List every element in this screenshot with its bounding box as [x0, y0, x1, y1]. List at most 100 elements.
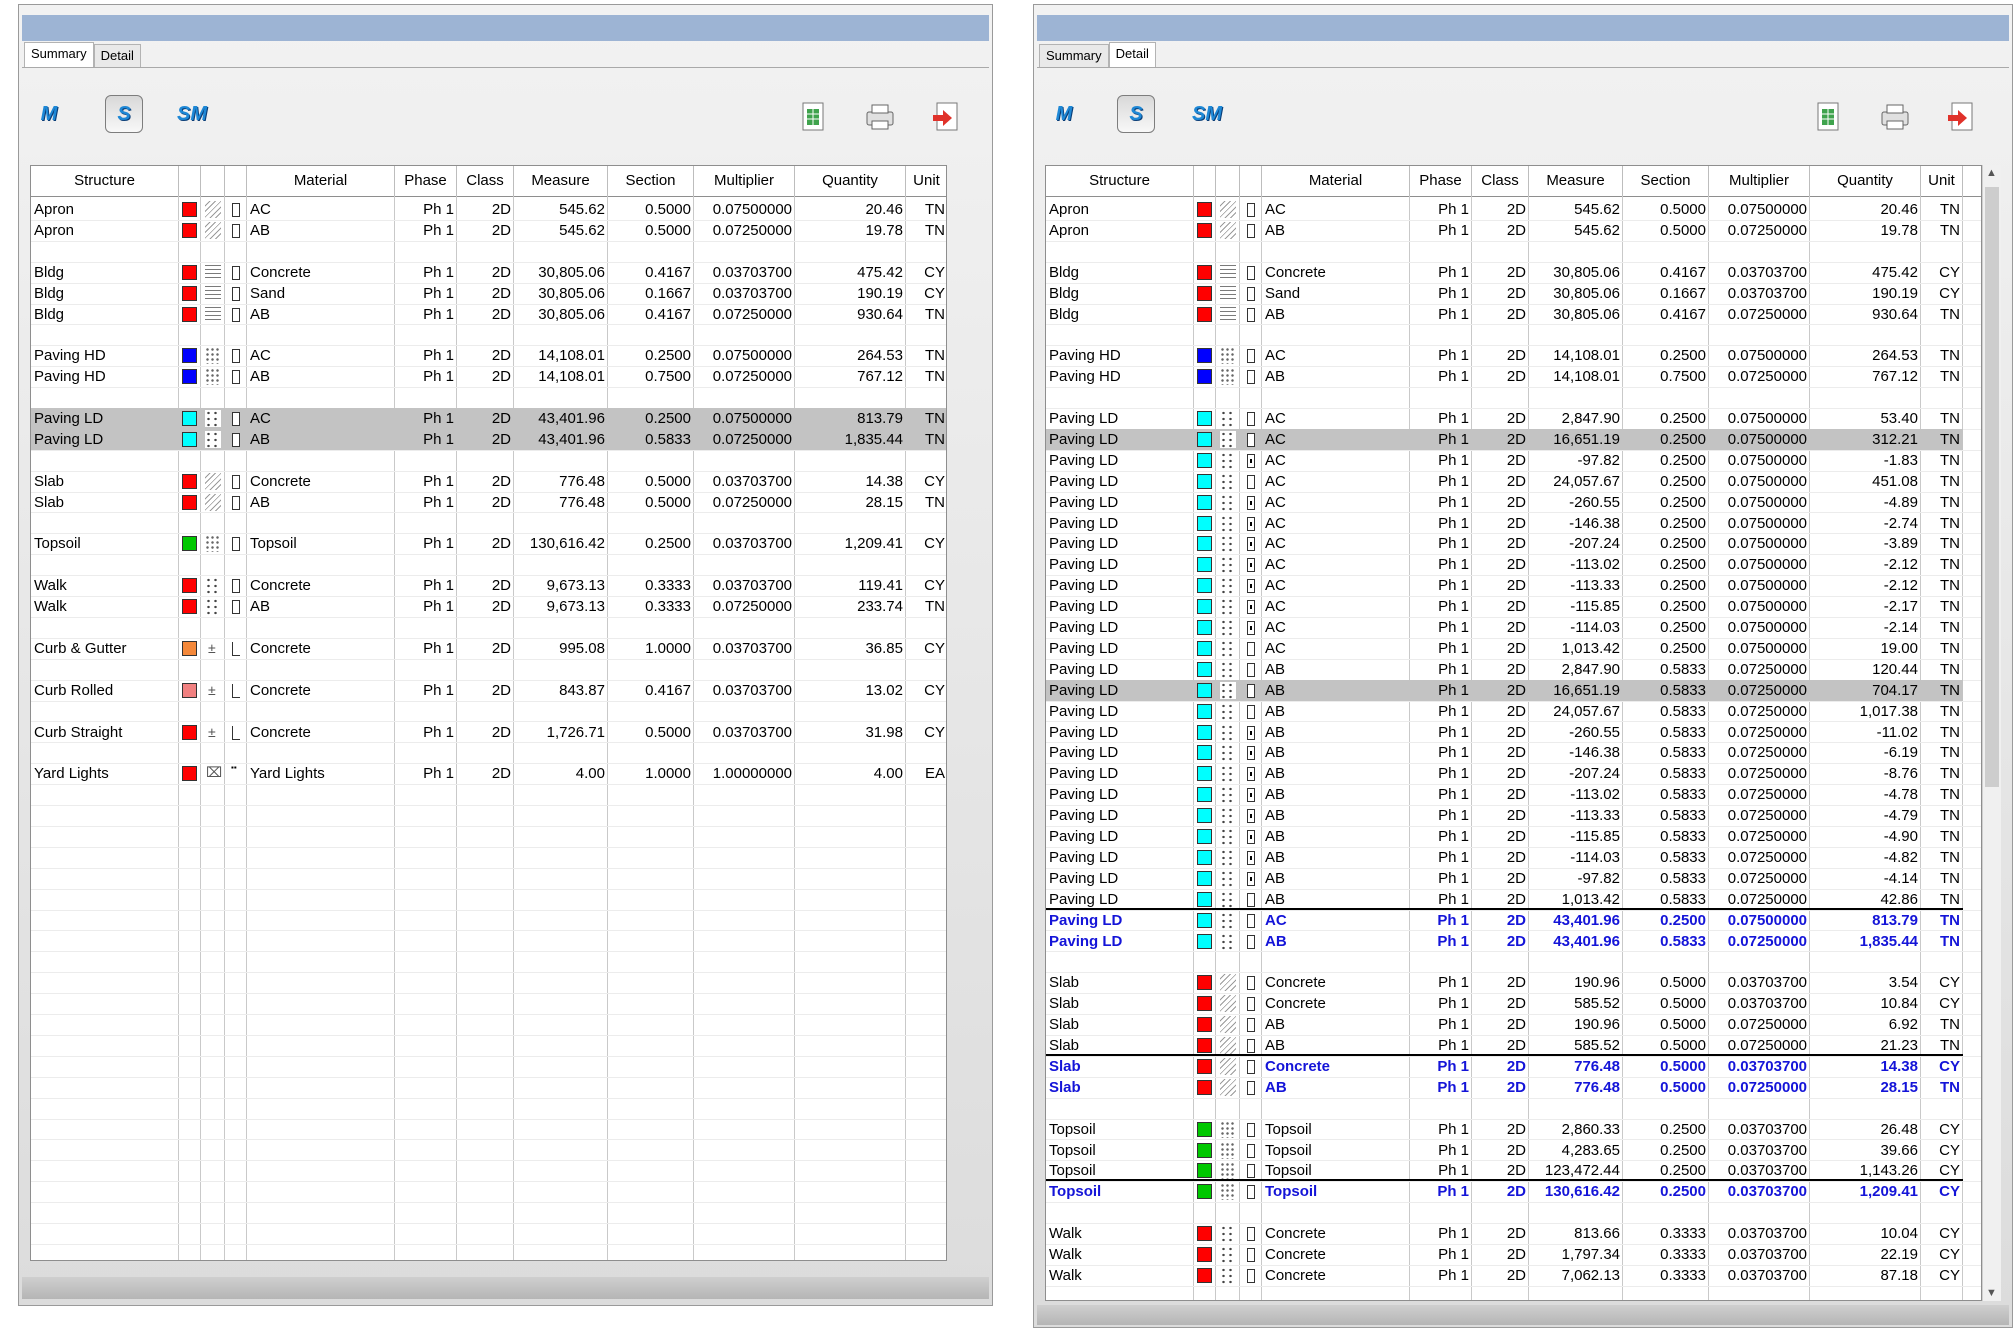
column-header-class[interactable]: Class — [1472, 166, 1529, 196]
table-row[interactable]: Bldg Sand Ph 1 2D 30,805.06 0.1667 0.03703700 1… — [31, 283, 946, 304]
table-row[interactable]: Walk Concrete Ph 1 2D 7,062.13 0.3333 0.037037… — [1046, 1265, 1963, 1286]
table-row[interactable]: Paving LD AC Ph 1 2D 24,057.67 0.2500 0.075000… — [1046, 471, 1963, 492]
column-header-quantity[interactable]: Quantity — [795, 166, 906, 196]
column-header-pattern[interactable] — [1216, 166, 1240, 196]
table-row[interactable]: Walk Concrete Ph 1 2D 1,797.34 0.3333 0.037037… — [1046, 1244, 1963, 1265]
summary-row[interactable]: Slab AB Ph 1 2D 776.48 0.5000 0.07250000 28.15 T… — [1046, 1077, 1963, 1098]
table-row[interactable]: Bldg Sand Ph 1 2D 30,805.06 0.1667 0.03703700 1… — [1046, 283, 1963, 304]
table-row[interactable]: Paving LD AB Ph 1 2D -113.02 0.5833 0.07250000… — [1046, 784, 1963, 805]
export-icon[interactable] — [1942, 98, 1980, 136]
column-header-structure[interactable]: Structure — [1046, 166, 1194, 196]
table-row[interactable]: Bldg AB Ph 1 2D 30,805.06 0.4167 0.07250000 930… — [31, 304, 946, 325]
column-header-material[interactable]: Material — [1262, 166, 1410, 196]
s-icon[interactable]: S — [1117, 95, 1155, 133]
table-row[interactable]: Paving LD AB Ph 1 2D -260.55 0.5833 0.07250000… — [1046, 722, 1963, 743]
table-row[interactable]: Slab Concrete Ph 1 2D 776.48 0.5000 0.03703700… — [31, 471, 946, 492]
print-icon[interactable] — [861, 98, 899, 136]
table-row[interactable]: Paving LD AC Ph 1 2D 16,651.19 0.2500 0.075000… — [1046, 428, 1963, 450]
table-row[interactable]: Paving LD AC Ph 1 2D -113.02 0.2500 0.07500000… — [1046, 554, 1963, 575]
column-header-measure[interactable]: Measure — [1529, 166, 1623, 196]
table-row[interactable]: Paving LD AB Ph 1 2D -115.85 0.5833 0.07250000… — [1046, 826, 1963, 847]
table-row[interactable]: Paving LD AB Ph 1 2D -146.38 0.5833 0.07250000… — [1046, 742, 1963, 763]
column-header-material[interactable]: Material — [247, 166, 395, 196]
summary-row[interactable]: Paving LD AB Ph 1 2D 43,401.96 0.5833 0.072500… — [1046, 931, 1963, 952]
column-header-shape[interactable] — [225, 166, 247, 196]
table-row[interactable]: Paving LD AC Ph 1 2D -207.24 0.2500 0.07500000… — [1046, 533, 1963, 554]
table-row[interactable]: Curb & Gutter Concrete Ph 1 2D 995.08 1.0000 0… — [31, 638, 946, 659]
table-row[interactable]: Slab Concrete Ph 1 2D 585.52 0.5000 0.03703700… — [1046, 993, 1963, 1014]
table-row[interactable]: Bldg Concrete Ph 1 2D 30,805.06 0.4167 0.03703… — [1046, 262, 1963, 283]
export-icon[interactable] — [927, 98, 965, 136]
table-row[interactable]: Slab Concrete Ph 1 2D 190.96 0.5000 0.03703700… — [1046, 972, 1963, 993]
table-row[interactable]: Slab AB Ph 1 2D 776.48 0.5000 0.07250000 28.15 T… — [31, 492, 946, 513]
m-icon[interactable]: M — [40, 102, 58, 125]
column-header-section[interactable]: Section — [608, 166, 694, 196]
column-header-quantity[interactable]: Quantity — [1810, 166, 1921, 196]
table-row[interactable]: Paving LD AB Ph 1 2D -114.03 0.5833 0.07250000… — [1046, 847, 1963, 868]
summary-row[interactable]: Slab Concrete Ph 1 2D 776.48 0.5000 0.03703700… — [1046, 1056, 1963, 1077]
table-row[interactable]: Topsoil Topsoil Ph 1 2D 123,472.44 0.2500 0.03… — [1046, 1160, 1963, 1181]
column-header-shape[interactable] — [1240, 166, 1262, 196]
column-header-color[interactable] — [179, 166, 201, 196]
tab-detail[interactable]: Detail — [1108, 42, 1156, 67]
table-row[interactable]: Paving HD AB Ph 1 2D 14,108.01 0.7500 0.072500… — [1046, 366, 1963, 387]
table-row[interactable]: Bldg AB Ph 1 2D 30,805.06 0.4167 0.07250000 930… — [1046, 304, 1963, 325]
sm-icon[interactable]: SM — [177, 102, 207, 125]
table-row[interactable]: Paving HD AC Ph 1 2D 14,108.01 0.2500 0.075000… — [31, 345, 946, 366]
column-header-pattern[interactable] — [201, 166, 225, 196]
table-row[interactable]: Paving LD AC Ph 1 2D -113.33 0.2500 0.07500000… — [1046, 575, 1963, 596]
table-row[interactable]: Topsoil Topsoil Ph 1 2D 4,283.65 0.2500 0.0370… — [1046, 1140, 1963, 1161]
column-header-phase[interactable]: Phase — [395, 166, 457, 196]
table-row[interactable]: Paving LD AC Ph 1 2D -146.38 0.2500 0.07500000… — [1046, 513, 1963, 534]
column-header-unit[interactable]: Unit — [906, 166, 946, 196]
table-row[interactable]: Paving LD AB Ph 1 2D 2,847.90 0.5833 0.0725000… — [1046, 659, 1963, 680]
table-row[interactable]: Paving LD AB Ph 1 2D -207.24 0.5833 0.07250000… — [1046, 763, 1963, 784]
vertical-scrollbar[interactable]: ▲ ▼ — [1982, 165, 2001, 1301]
report-icon[interactable] — [794, 98, 832, 136]
table-row[interactable]: Topsoil Topsoil Ph 1 2D 2,860.33 0.2500 0.0370… — [1046, 1119, 1963, 1140]
table-row[interactable]: Paving LD AB Ph 1 2D 1,013.42 0.5833 0.0725000… — [1046, 889, 1963, 910]
table-row[interactable]: Walk Concrete Ph 1 2D 9,673.13 0.3333 0.037037… — [31, 575, 946, 596]
tab-summary[interactable]: Summary — [1039, 44, 1109, 67]
summary-row[interactable]: Paving LD AC Ph 1 2D 43,401.96 0.2500 0.075000… — [1046, 910, 1963, 931]
table-row[interactable]: Curb Straight Concrete Ph 1 2D 1,726.71 0.500… — [31, 722, 946, 743]
table-row[interactable]: Bldg Concrete Ph 1 2D 30,805.06 0.4167 0.03703… — [31, 262, 946, 283]
column-header-multiplier[interactable]: Multiplier — [1709, 166, 1810, 196]
table-row[interactable]: Paving HD AB Ph 1 2D 14,108.01 0.7500 0.072500… — [31, 366, 946, 387]
scrollbar-thumb[interactable] — [1985, 187, 1999, 787]
table-row[interactable]: Paving LD AC Ph 1 2D 43,401.96 0.2500 0.075000… — [31, 408, 946, 429]
print-icon[interactable] — [1876, 98, 1914, 136]
table-row[interactable]: Paving HD AC Ph 1 2D 14,108.01 0.2500 0.075000… — [1046, 345, 1963, 366]
s-icon[interactable]: S — [105, 95, 143, 133]
column-header-measure[interactable]: Measure — [514, 166, 608, 196]
table-row[interactable]: Paving LD AC Ph 1 2D -260.55 0.2500 0.07500000… — [1046, 492, 1963, 513]
table-row[interactable]: Curb Rolled Concrete Ph 1 2D 843.87 0.4167 0.0… — [31, 680, 946, 701]
table-row[interactable]: Paving LD AB Ph 1 2D -97.82 0.5833 0.07250000 -… — [1046, 868, 1963, 889]
table-row[interactable]: Paving LD AB Ph 1 2D 43,401.96 0.5833 0.072500… — [31, 428, 946, 450]
table-row[interactable]: Topsoil Topsoil Ph 1 2D 130,616.42 0.2500 0.03… — [31, 533, 946, 554]
table-row[interactable]: Paving LD AC Ph 1 2D -97.82 0.2500 0.07500000 -… — [1046, 450, 1963, 471]
table-row[interactable]: Yard Lights Yard Lights Ph 1 2D 4.00 1.0000 1.… — [31, 763, 946, 784]
column-header-structure[interactable]: Structure — [31, 166, 179, 196]
table-row[interactable]: Walk Concrete Ph 1 2D 813.66 0.3333 0.03703700… — [1046, 1223, 1963, 1244]
table-row[interactable]: Paving LD AB Ph 1 2D 16,651.19 0.5833 0.072500… — [1046, 679, 1963, 701]
report-icon[interactable] — [1809, 98, 1847, 136]
sm-icon[interactable]: SM — [1192, 102, 1222, 125]
table-row[interactable]: Paving LD AB Ph 1 2D 24,057.67 0.5833 0.072500… — [1046, 701, 1963, 722]
table-row[interactable]: Apron AB Ph 1 2D 545.62 0.5000 0.07250000 19.78… — [31, 220, 946, 241]
column-header-color[interactable] — [1194, 166, 1216, 196]
table-row[interactable]: Slab AB Ph 1 2D 585.52 0.5000 0.07250000 21.23 T… — [1046, 1035, 1963, 1056]
table-row[interactable]: Walk AB Ph 1 2D 9,673.13 0.3333 0.07250000 233.… — [31, 596, 946, 617]
table-row[interactable]: Paving LD AC Ph 1 2D 2,847.90 0.2500 0.0750000… — [1046, 408, 1963, 429]
table-row[interactable]: Apron AC Ph 1 2D 545.62 0.5000 0.07500000 20.46… — [1046, 199, 1963, 220]
column-header-class[interactable]: Class — [457, 166, 514, 196]
column-header-multiplier[interactable]: Multiplier — [694, 166, 795, 196]
m-icon[interactable]: M — [1055, 102, 1073, 125]
table-row[interactable]: Slab AB Ph 1 2D 190.96 0.5000 0.07250000 6.92 TN — [1046, 1014, 1963, 1035]
summary-row[interactable]: Topsoil Topsoil Ph 1 2D 130,616.42 0.2500 0.03… — [1046, 1181, 1963, 1202]
tab-summary[interactable]: Summary — [24, 42, 94, 67]
table-row[interactable]: Apron AC Ph 1 2D 545.62 0.5000 0.07500000 20.46… — [31, 199, 946, 220]
tab-detail[interactable]: Detail — [93, 44, 141, 67]
table-row[interactable]: Paving LD AB Ph 1 2D -113.33 0.5833 0.07250000… — [1046, 805, 1963, 826]
column-header-unit[interactable]: Unit — [1921, 166, 1963, 196]
